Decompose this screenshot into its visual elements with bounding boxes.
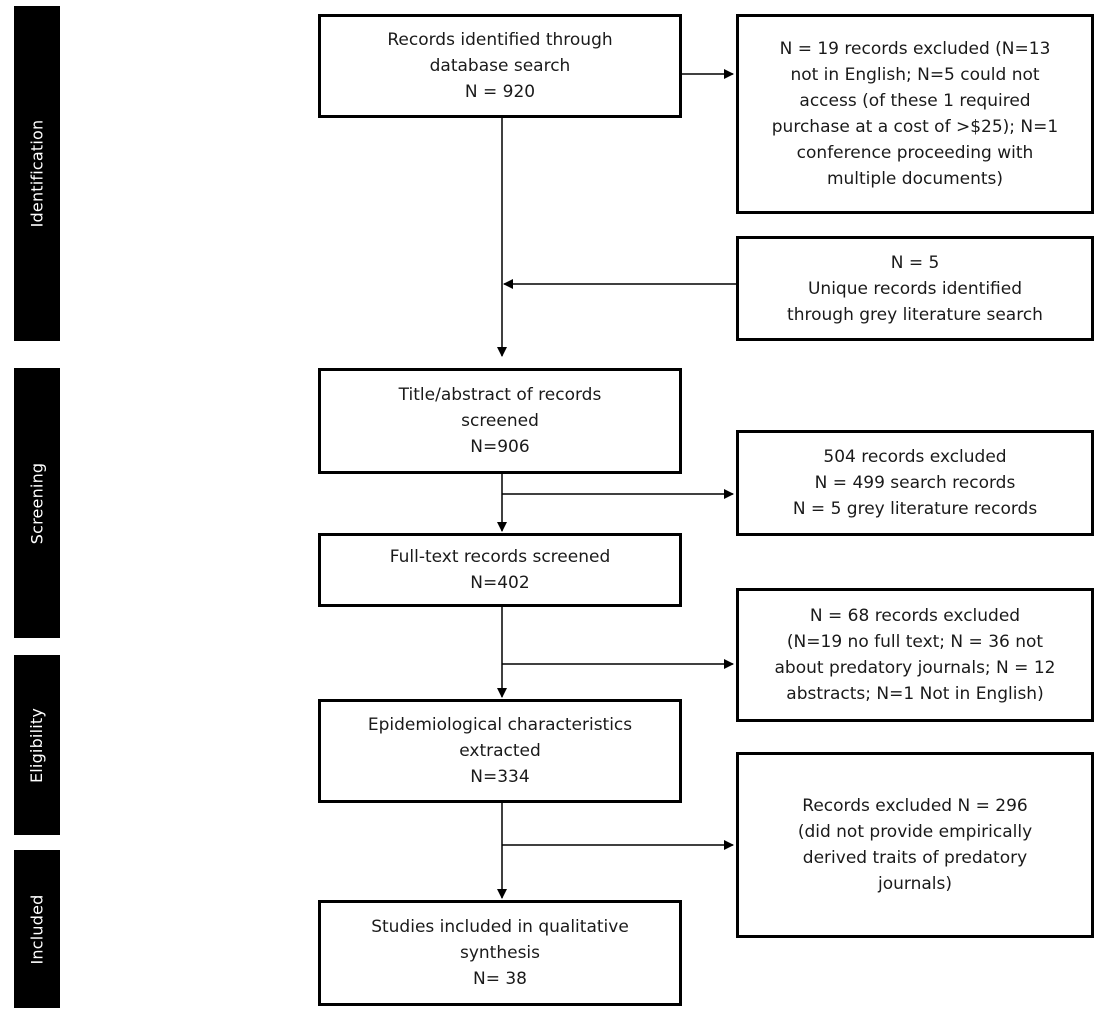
- box-excluded-fulltext: N = 68 records excluded (N=19 no full te…: [736, 588, 1094, 722]
- box-line: access (of these 1 required: [799, 91, 1031, 111]
- box-epidemiological-extracted: Epidemiological characteristics extracte…: [318, 699, 682, 803]
- box-line: N = 5: [890, 252, 940, 273]
- box-line: Epidemiological characteristics: [367, 715, 633, 735]
- box-line: journals): [878, 874, 952, 894]
- box-line: extracted: [459, 741, 541, 761]
- box-line: N = 19 records excluded (N=13: [779, 39, 1051, 59]
- box-excluded-final: Records excluded N = 296 (did not provid…: [736, 752, 1094, 938]
- box-line: Unique records identified: [807, 278, 1023, 299]
- box-line: Records identified through: [387, 30, 613, 50]
- box-line: abstracts; N=1 Not in English): [786, 684, 1044, 704]
- box-line: N=402: [470, 573, 530, 593]
- box-line: screened: [461, 411, 539, 431]
- box-line: N= 38: [473, 969, 527, 989]
- box-line: N = 499 search records: [814, 473, 1016, 493]
- box-line: N=334: [470, 767, 530, 787]
- box-line: Full-text records screened: [389, 547, 611, 567]
- box-line: multiple documents): [826, 169, 1004, 189]
- box-excluded-screening: 504 records excluded N = 499 search reco…: [736, 430, 1094, 536]
- box-line: Title/abstract of records: [398, 385, 602, 405]
- box-line: (did not provide empirically: [797, 822, 1033, 842]
- box-line: Studies included in qualitative: [371, 917, 629, 937]
- box-line: database search: [429, 56, 571, 76]
- box-line: N=906: [470, 437, 530, 457]
- box-line: about predatory journals; N = 12: [774, 658, 1056, 678]
- box-full-text-screened: Full-text records screened N=402: [318, 533, 682, 607]
- box-line: conference proceeding with: [796, 143, 1034, 163]
- box-title-abstract-screened: Title/abstract of records screened N=906: [318, 368, 682, 474]
- phase-bar-identification: Identification: [14, 6, 60, 341]
- box-line: Records excluded N = 296: [802, 796, 1028, 816]
- box-grey-literature: N = 5 Unique records identified through …: [736, 236, 1094, 341]
- box-line: through grey literature search: [787, 304, 1043, 325]
- box-excluded-initial: N = 19 records excluded (N=13 not in Eng…: [736, 14, 1094, 214]
- phase-bar-eligibility: Eligibility: [14, 655, 60, 835]
- box-line: 504 records excluded: [823, 447, 1007, 467]
- phase-bar-screening: Screening: [14, 368, 60, 638]
- box-records-identified: Records identified through database sear…: [318, 14, 682, 118]
- box-line: derived traits of predatory: [802, 848, 1028, 868]
- box-line: not in English; N=5 could not: [790, 65, 1040, 85]
- box-line: N = 5 grey literature records: [792, 499, 1038, 519]
- box-line: purchase at a cost of >$25); N=1: [771, 117, 1059, 137]
- box-line: (N=19 no full text; N = 36 not: [786, 632, 1044, 652]
- box-line: N = 68 records excluded: [809, 606, 1021, 626]
- box-studies-included: Studies included in qualitative synthesi…: [318, 900, 682, 1006]
- phase-bar-included: Included: [14, 850, 60, 1008]
- box-line: synthesis: [459, 943, 541, 963]
- box-line: N = 920: [464, 82, 536, 102]
